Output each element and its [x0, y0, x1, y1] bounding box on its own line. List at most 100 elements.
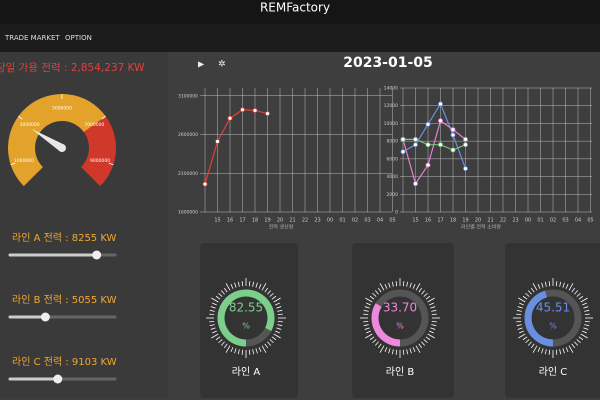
- ring-tick: [421, 290, 426, 295]
- data-point: [463, 136, 468, 142]
- ring-tick: [584, 324, 590, 327]
- play-button[interactable]: ▶: [198, 60, 205, 69]
- ring-tick: [527, 341, 532, 346]
- gauge-tick-label: 3000000: [20, 122, 40, 128]
- data-point: [265, 111, 270, 116]
- ring-tick: [431, 320, 437, 323]
- ring-tick: [220, 290, 225, 295]
- date: 2023-01-05: [343, 55, 433, 71]
- gauge-tick-label: 1000000: [14, 158, 34, 164]
- card: [505, 243, 600, 398]
- ring-tick: [369, 336, 375, 341]
- ring-tick: [271, 295, 277, 300]
- y-tick-label: 6000: [387, 156, 399, 162]
- ring-tick: [412, 347, 416, 352]
- nav-item[interactable]: TRADE MARKET: [4, 34, 60, 42]
- ring-tick: [584, 309, 590, 312]
- ring-tick: [241, 281, 244, 287]
- x-tick-label: 15: [412, 218, 418, 224]
- ring-tick: [365, 333, 373, 339]
- ring-tick: [518, 297, 526, 303]
- ring-tick: [225, 345, 231, 353]
- ring-tick: [395, 281, 398, 287]
- ring-tick: [571, 343, 576, 349]
- ring-tick: [425, 295, 431, 300]
- data-point: [413, 142, 418, 148]
- ring-tick: [258, 347, 262, 352]
- ring-tick: [409, 348, 412, 354]
- x-tick-label: 20: [475, 218, 481, 224]
- nav-item[interactable]: OPTION: [65, 34, 92, 42]
- ring-tick: [391, 349, 394, 355]
- ring-tick: [234, 348, 237, 354]
- ring-tick: [212, 330, 217, 334]
- ring-tick: [406, 281, 409, 287]
- ring-tick: [271, 336, 277, 341]
- ring-tick: [377, 287, 382, 293]
- x-tick-label: 23: [314, 218, 320, 224]
- ring-tick: [402, 281, 405, 287]
- ring-tick: [425, 336, 431, 341]
- ring-tick: [248, 349, 251, 355]
- ring-tick: [574, 290, 579, 295]
- ring-tick: [562, 348, 565, 354]
- data-point: [438, 118, 443, 124]
- x-tick-label: 20: [277, 218, 283, 224]
- line-power-label: 라인 B 전력 : 5055 KW: [12, 294, 117, 306]
- x-tick-label: 17: [239, 218, 245, 224]
- x-tick-label: 01: [537, 218, 543, 224]
- ring-tick: [541, 282, 544, 288]
- ring-tick: [395, 349, 398, 355]
- ring-tick: [391, 281, 394, 287]
- ring-progress: [371, 303, 400, 347]
- series-line: [402, 119, 466, 186]
- x-tick-label: 18: [450, 218, 456, 224]
- data-point: [425, 142, 431, 148]
- ring-tick: [537, 347, 541, 352]
- slider-knob[interactable]: [53, 374, 63, 384]
- x-tick-label: 16: [227, 218, 233, 224]
- data-point: [400, 149, 406, 155]
- ring-tick: [230, 347, 234, 352]
- ring-tick: [580, 333, 588, 339]
- ring-tick: [541, 348, 544, 354]
- ring-tick: [562, 282, 565, 288]
- y-tick-label: 8000: [387, 139, 399, 145]
- ring-tick: [220, 341, 225, 346]
- x-tick-label: 05: [389, 218, 395, 224]
- data-point: [252, 108, 258, 113]
- data-point: [413, 181, 418, 187]
- percent-value: 45.51: [536, 301, 570, 315]
- ring-tick: [431, 309, 437, 312]
- data-point: [202, 181, 208, 187]
- ring-tick: [211, 333, 219, 339]
- slider-knob[interactable]: [92, 250, 102, 260]
- ring-tick: [431, 324, 437, 327]
- x-tick-label: 19: [264, 218, 270, 224]
- ring-tick: [525, 339, 530, 344]
- ring-tick: [388, 348, 391, 354]
- settings-button[interactable]: ✲: [218, 60, 226, 70]
- data-point: [400, 136, 406, 142]
- ring-tick: [218, 292, 223, 297]
- ring-tick: [223, 287, 228, 293]
- ring-tick: [578, 295, 584, 300]
- y-tick-label: 12000: [384, 103, 398, 109]
- ring-tick: [248, 281, 251, 287]
- x-tick-label: 04: [377, 218, 383, 224]
- ring-tick: [277, 309, 283, 312]
- slider-knob[interactable]: [40, 312, 50, 322]
- ring-tick: [576, 292, 581, 297]
- ring-tick: [264, 287, 269, 293]
- x-axis-label: 전력 생산량: [269, 224, 294, 231]
- ring-tick: [377, 343, 382, 349]
- ring-tick: [527, 290, 532, 295]
- percent-unit: %: [396, 322, 404, 331]
- ring-tick: [210, 306, 216, 309]
- ring-tick: [363, 320, 369, 323]
- ring-tick: [430, 306, 436, 309]
- app-title: REMFactory: [260, 1, 330, 15]
- line-power-label: 라인 A 전력 : 8255 KW: [12, 232, 117, 244]
- ring-tick: [225, 283, 231, 291]
- ring-tick: [237, 281, 240, 287]
